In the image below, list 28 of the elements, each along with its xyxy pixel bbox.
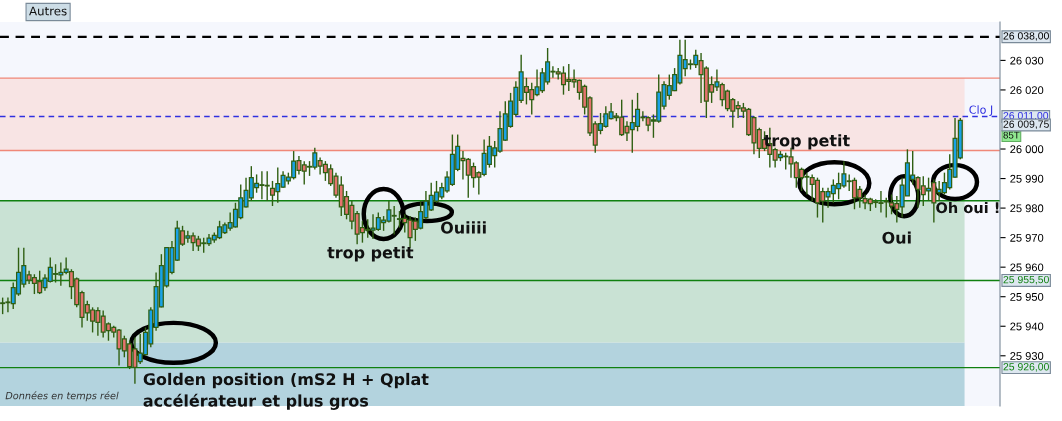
y-tick-label: 25 990 bbox=[1010, 174, 1044, 183]
text: 85T bbox=[1003, 131, 1020, 139]
y-tick-label: 26 000 bbox=[1010, 145, 1044, 154]
y-tick-label: 25 960 bbox=[1010, 263, 1044, 272]
ref-line-label: 26 011,00 bbox=[1003, 111, 1049, 121]
ref-line-label: 26 038,00 bbox=[1003, 32, 1049, 41]
annotation: accélérateur et plus gros bbox=[143, 393, 369, 410]
text: 26 009,75 bbox=[1003, 120, 1049, 130]
y-tick-label: 25 940 bbox=[1010, 322, 1044, 331]
candlestick bbox=[269, 180, 276, 207]
y-tick-label: 26 030 bbox=[1010, 56, 1044, 65]
annotation: Oui bbox=[882, 231, 911, 244]
annotation: trop petit bbox=[327, 246, 414, 262]
y-tick-label: 26 020 bbox=[1010, 86, 1044, 95]
y-tick-label: 25 970 bbox=[1010, 233, 1044, 242]
annotation: Données en temps réel bbox=[5, 391, 119, 402]
ref-line-label: 25 955,50 bbox=[1003, 275, 1049, 285]
annotation: Oh oui ! bbox=[936, 201, 999, 214]
annotation: Ouiiii bbox=[441, 221, 486, 234]
ref-line-label: 25 926,00 bbox=[1003, 363, 1049, 372]
y-tick-label: 25 950 bbox=[1010, 292, 1044, 301]
y-tick-label: 25 930 bbox=[1010, 352, 1044, 360]
text: Autres bbox=[29, 6, 67, 16]
annotation: Clo J bbox=[969, 105, 993, 116]
candlestick bbox=[560, 65, 567, 96]
y-tick-label: 25 980 bbox=[1010, 204, 1044, 213]
candlestick bbox=[851, 176, 858, 210]
annotation: Golden position (mS2 H + Qplat bbox=[143, 372, 429, 389]
